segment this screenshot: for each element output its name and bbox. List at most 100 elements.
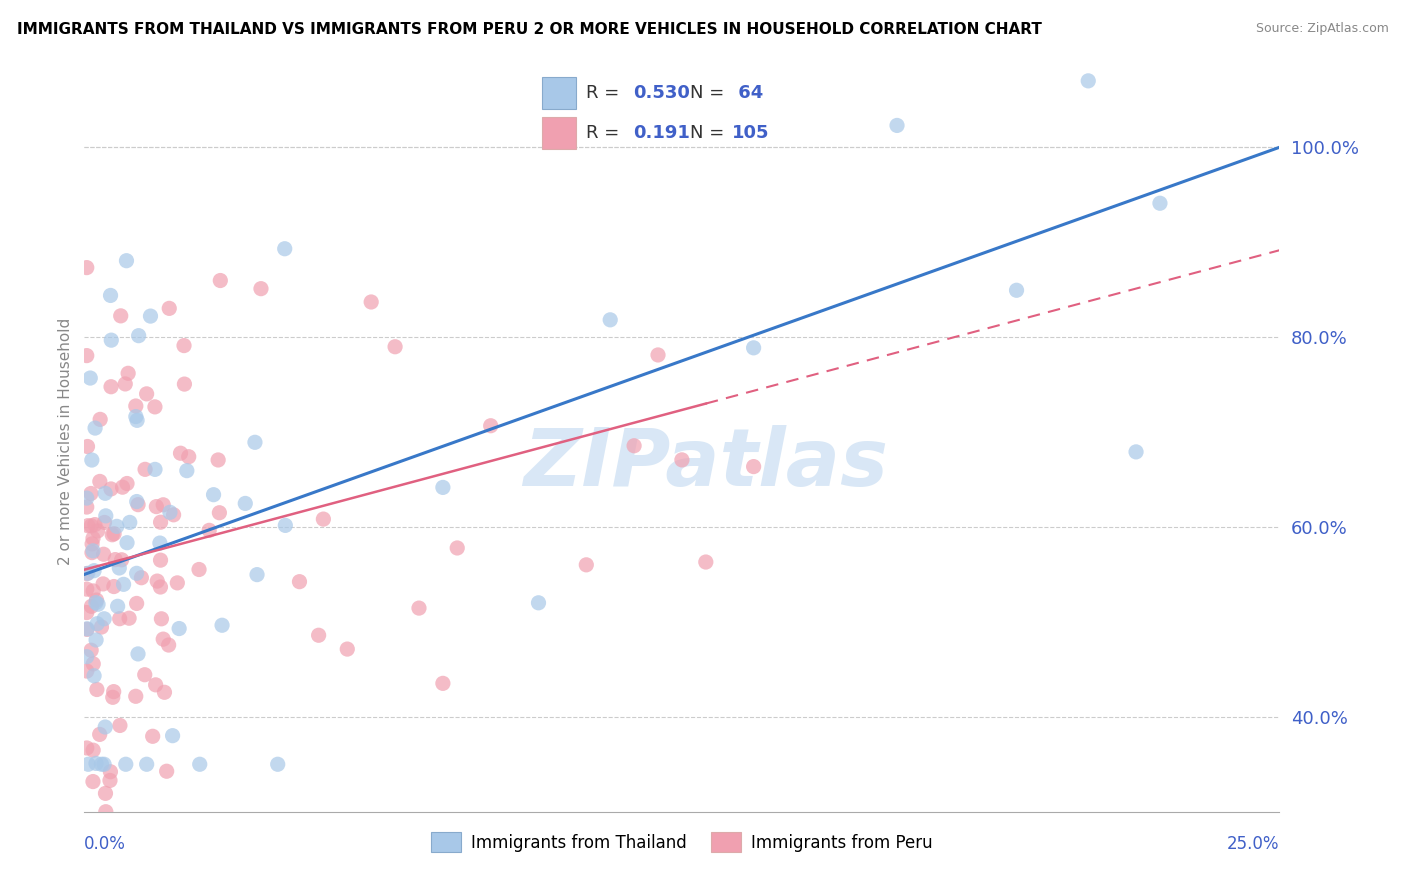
Point [101,690,124,705]
Point [173,338,195,352]
Point [76,260,98,275]
Point [527,596,550,610]
Point [188,562,211,576]
Point [94,786,117,800]
Point [188,757,211,772]
Point [432,480,454,494]
Point [107,599,129,614]
Point [84,421,107,435]
Point [135,387,157,401]
Point [384,340,406,354]
Point [131,571,153,585]
Point [742,341,765,355]
Point [143,462,166,476]
Point [173,377,195,392]
Point [446,541,468,555]
Point [162,508,184,522]
Point [84,632,107,647]
Point [108,612,131,626]
Point [80,486,103,500]
Point [125,566,148,581]
Point [1005,283,1028,297]
Point [111,553,134,567]
Point [94,486,117,500]
Point [100,333,122,347]
Point [90,620,112,634]
Text: 0.530: 0.530 [633,85,690,103]
Point [125,413,148,427]
Point [115,253,138,268]
Point [83,669,105,683]
Point [647,348,669,362]
Point [1149,196,1171,211]
Point [76,500,98,514]
Point [336,642,359,657]
Point [274,242,297,256]
Point [575,558,598,572]
Text: N =: N = [690,124,730,142]
Point [108,561,131,575]
Point [82,531,104,545]
Point [198,524,221,538]
Point [125,494,148,508]
Point [84,756,107,771]
Point [79,371,101,385]
Point [152,632,174,647]
Text: Source: ZipAtlas.com: Source: ZipAtlas.com [1256,22,1389,36]
Point [169,446,191,460]
Point [86,593,108,607]
Point [312,512,335,526]
Point [91,577,114,591]
Point [94,805,117,819]
Point [115,535,138,549]
Point [82,774,104,789]
Point [1077,74,1099,88]
Point [87,597,110,611]
Point [76,649,98,664]
Point [114,757,136,772]
Point [80,599,103,614]
Point [149,553,172,567]
Point [288,574,311,589]
Point [233,496,256,510]
Point [80,546,103,560]
Point [76,664,98,678]
Point [128,328,150,343]
Point [76,518,98,533]
Point [86,682,108,697]
Legend: Immigrants from Thailand, Immigrants from Peru: Immigrants from Thailand, Immigrants fro… [425,825,939,859]
Point [118,516,141,530]
Point [89,727,111,741]
FancyBboxPatch shape [543,78,576,110]
Point [267,757,290,772]
Point [108,718,131,732]
Point [125,596,148,610]
Point [76,491,98,505]
Point [93,757,115,772]
Point [77,757,100,772]
Point [82,583,104,598]
Point [125,409,148,424]
Text: 0.191: 0.191 [633,124,690,142]
Point [177,450,200,464]
Point [76,606,98,620]
Point [100,380,122,394]
FancyBboxPatch shape [543,117,576,149]
Point [86,616,108,631]
Text: IMMIGRANTS FROM THAILAND VS IMMIGRANTS FROM PERU 2 OR MORE VEHICLES IN HOUSEHOLD: IMMIGRANTS FROM THAILAND VS IMMIGRANTS F… [17,22,1042,37]
Point [93,516,115,530]
Point [101,527,124,541]
Point [98,773,121,788]
Point [432,676,454,690]
Point [94,720,117,734]
Point [93,547,115,561]
Text: 105: 105 [733,124,769,142]
Point [623,439,645,453]
Point [150,612,173,626]
Point [83,564,105,578]
Point [89,475,111,489]
Point [125,690,148,704]
Point [76,349,98,363]
Point [100,482,122,496]
Point [156,764,179,779]
